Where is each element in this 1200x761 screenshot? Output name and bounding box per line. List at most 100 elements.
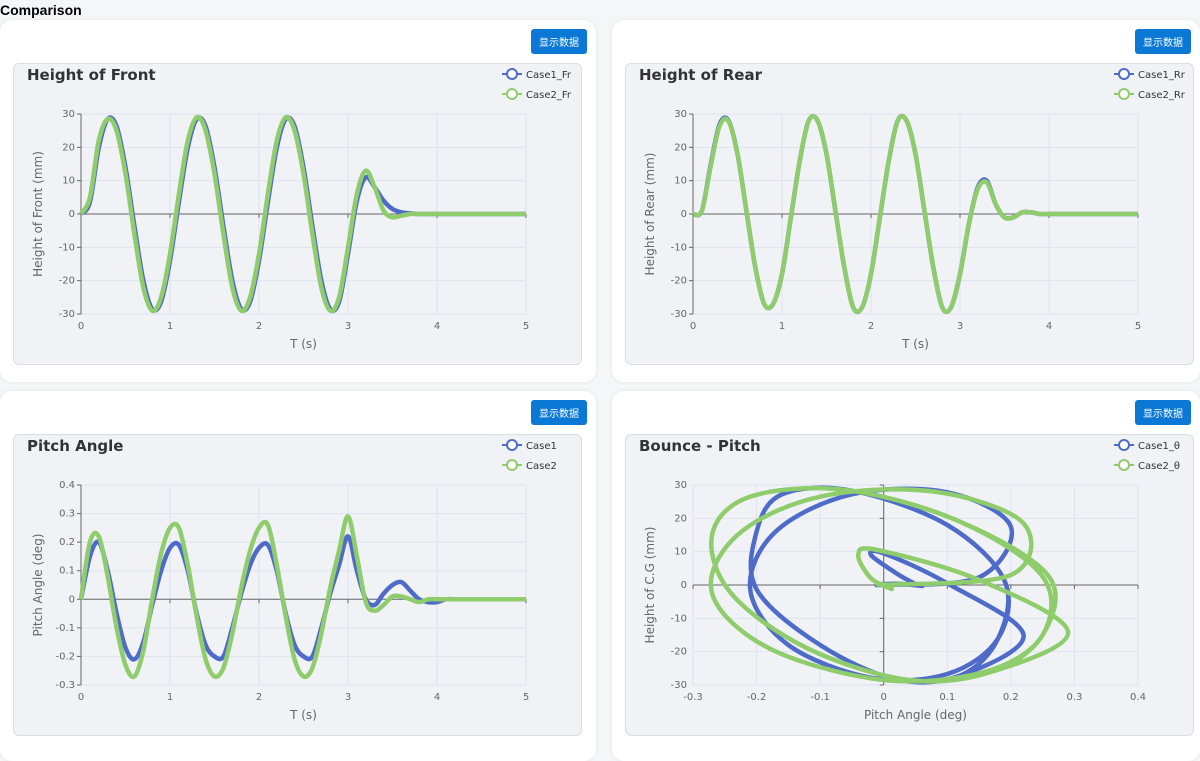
bounce-pitch-chart: -0.3 -0.2 -0.1 0 0.1 0.2 0.3 0.4 -30 -20 -10 0 10 20 3… bbox=[643, 439, 1180, 722]
rear-height-chart: 0 1 2 3 4 5 -30 -20 -10 0 10 20 30 T (s) Height of Rea… bbox=[643, 68, 1186, 351]
x-tick-label: 3 bbox=[345, 692, 351, 703]
y-tick-label: 0 bbox=[681, 580, 687, 591]
y-tick-label: 30 bbox=[62, 109, 75, 120]
x-tick-label: 0 bbox=[690, 321, 696, 332]
legend-circle-icon[interactable] bbox=[506, 439, 518, 451]
x-tick-label: 0 bbox=[78, 321, 84, 332]
x-tick-label: 1 bbox=[779, 321, 785, 332]
y-tick-label: -10 bbox=[671, 242, 687, 253]
x-tick-label: 2 bbox=[256, 692, 262, 703]
x-tick-label: -0.2 bbox=[747, 692, 767, 703]
chart-panel-front: 显示数据 Height of Front 0 1 2 3 4 5 -30 -20 -10 0 10 20… bbox=[0, 20, 596, 382]
y-axis-label: Height of Rear (mm) bbox=[643, 153, 657, 276]
legend-circle-icon[interactable] bbox=[1118, 68, 1130, 80]
y-tick-label: -20 bbox=[671, 647, 687, 658]
pitch-angle-chart: 0 1 2 3 4 5 -0.3 -0.2 -0.1 0 0.1 0.2 0.3 0.4 T (s) Pitc… bbox=[31, 439, 557, 722]
y-tick-label: 0.3 bbox=[59, 509, 75, 520]
x-tick-label: 0 bbox=[78, 692, 84, 703]
chart-panel-bounce-pitch: 显示数据 Bounce - Pitch -0.3 -0.2 -0.1 0 0.1 0.2 0.… bbox=[612, 391, 1200, 761]
chart-card: Height of Front 0 1 2 3 4 5 -30 -20 -10 0 10 20 30 T (… bbox=[13, 63, 582, 365]
x-tick-label: 5 bbox=[1135, 321, 1141, 332]
y-tick-label: -20 bbox=[671, 276, 687, 287]
legend-label[interactable]: Case1 bbox=[526, 441, 557, 452]
y-tick-label: 0 bbox=[69, 594, 75, 605]
show-data-button[interactable]: 显示数据 bbox=[1135, 400, 1191, 425]
x-tick-label: 2 bbox=[256, 321, 262, 332]
y-tick-label: 0.4 bbox=[59, 480, 75, 491]
chart-card: Height of Rear 0 1 2 3 4 5 -30 -20 -10 0 10 20 30 T (s… bbox=[625, 63, 1194, 365]
legend-label[interactable]: Case2_θ bbox=[1138, 461, 1180, 472]
x-tick-label: -0.1 bbox=[810, 692, 830, 703]
y-tick-label: -30 bbox=[671, 680, 687, 691]
series-line-2 bbox=[708, 485, 1071, 684]
legend-label[interactable]: Case2 bbox=[526, 461, 557, 472]
chart-title: Height of Rear bbox=[639, 66, 762, 84]
x-tick-label: 5 bbox=[523, 692, 529, 703]
x-tick-label: 3 bbox=[345, 321, 351, 332]
x-tick-label: 1 bbox=[167, 692, 173, 703]
show-data-button[interactable]: 显示数据 bbox=[531, 29, 587, 54]
x-tick-label: 4 bbox=[1046, 321, 1052, 332]
y-tick-label: 20 bbox=[674, 142, 687, 153]
show-data-button[interactable]: 显示数据 bbox=[531, 400, 587, 425]
y-tick-label: -0.3 bbox=[55, 680, 75, 691]
series-line-2 bbox=[692, 113, 1138, 315]
y-axis-label: Height of Front (mm) bbox=[31, 151, 45, 277]
legend-circle-icon[interactable] bbox=[1118, 459, 1130, 471]
legend-circle-icon[interactable] bbox=[1118, 88, 1130, 100]
y-tick-label: 0 bbox=[681, 209, 687, 220]
x-tick-label: 5 bbox=[523, 321, 529, 332]
chart-panel-rear: 显示数据 Height of Rear 0 1 2 3 4 5 -30 -20 -10 0 10 20 3… bbox=[612, 20, 1200, 382]
x-tick-label: 0.4 bbox=[1130, 692, 1146, 703]
x-tick-label: 1 bbox=[167, 321, 173, 332]
legend-label[interactable]: Case1_θ bbox=[1138, 441, 1180, 452]
chart-card: Bounce - Pitch -0.3 -0.2 -0.1 0 0.1 0.2 0.3 0.4-… bbox=[625, 434, 1194, 736]
y-tick-label: 20 bbox=[62, 142, 75, 153]
y-tick-label: -0.1 bbox=[55, 623, 75, 634]
x-tick-label: 4 bbox=[434, 321, 440, 332]
legend-label[interactable]: Case2_Rr bbox=[1138, 90, 1186, 101]
chart-card: Pitch Angle 0 1 2 3 4 5 -0.3 -0.2 -0.1 0 0.1 0.2 0.3 0… bbox=[13, 434, 582, 736]
y-tick-label: -10 bbox=[59, 242, 75, 253]
x-tick-label: 0 bbox=[881, 692, 887, 703]
x-tick-label: 0.3 bbox=[1066, 692, 1082, 703]
y-tick-label: -30 bbox=[59, 309, 75, 320]
y-axis-label: Height of C.G (mm) bbox=[643, 527, 657, 644]
legend-circle-icon[interactable] bbox=[506, 88, 518, 100]
series-line-2 bbox=[78, 514, 526, 680]
legend-circle-icon[interactable] bbox=[1118, 439, 1130, 451]
x-tick-label: -0.3 bbox=[683, 692, 703, 703]
y-tick-label: 10 bbox=[674, 176, 687, 187]
y-tick-label: 30 bbox=[674, 109, 687, 120]
chart-title: Pitch Angle bbox=[27, 437, 124, 455]
show-data-button[interactable]: 显示数据 bbox=[1135, 29, 1191, 54]
chart-panel-pitch: 显示数据 Pitch Angle 0 1 2 3 4 5 -0.3 -0.2 -0.1 0 0.1 0.… bbox=[0, 391, 596, 761]
x-axis-label: T (s) bbox=[289, 708, 317, 722]
x-tick-label: 3 bbox=[957, 321, 963, 332]
y-tick-label: -10 bbox=[671, 613, 687, 624]
legend-label[interactable]: Case1_Rr bbox=[1138, 70, 1186, 81]
y-tick-label: 10 bbox=[62, 176, 75, 187]
y-tick-label: -0.2 bbox=[55, 651, 75, 662]
legend-label[interactable]: Case2_Fr bbox=[526, 90, 572, 101]
legend-circle-icon[interactable] bbox=[506, 459, 518, 471]
y-tick-label: 0 bbox=[69, 209, 75, 220]
x-tick-label: 4 bbox=[434, 692, 440, 703]
x-axis-label: Pitch Angle (deg) bbox=[864, 708, 967, 722]
y-tick-label: 10 bbox=[674, 547, 687, 558]
y-tick-label: 20 bbox=[674, 513, 687, 524]
x-tick-label: 0.2 bbox=[1003, 692, 1019, 703]
y-tick-label: 30 bbox=[674, 480, 687, 491]
x-tick-label: 0.1 bbox=[939, 692, 955, 703]
y-tick-label: 0.2 bbox=[59, 537, 75, 548]
legend-circle-icon[interactable] bbox=[506, 68, 518, 80]
series-line-2 bbox=[79, 114, 526, 314]
chart-title: Bounce - Pitch bbox=[639, 437, 761, 455]
legend-label[interactable]: Case1_Fr bbox=[526, 70, 572, 81]
y-axis-label: Pitch Angle (deg) bbox=[31, 534, 45, 637]
x-axis-label: T (s) bbox=[289, 337, 317, 351]
chart-title: Height of Front bbox=[27, 66, 156, 84]
x-tick-label: 2 bbox=[868, 321, 874, 332]
front-height-chart: 0 1 2 3 4 5 -30 -20 -10 0 10 20 30 T (s) Height of Fro… bbox=[31, 68, 572, 351]
page-title: Comparison bbox=[0, 2, 82, 18]
